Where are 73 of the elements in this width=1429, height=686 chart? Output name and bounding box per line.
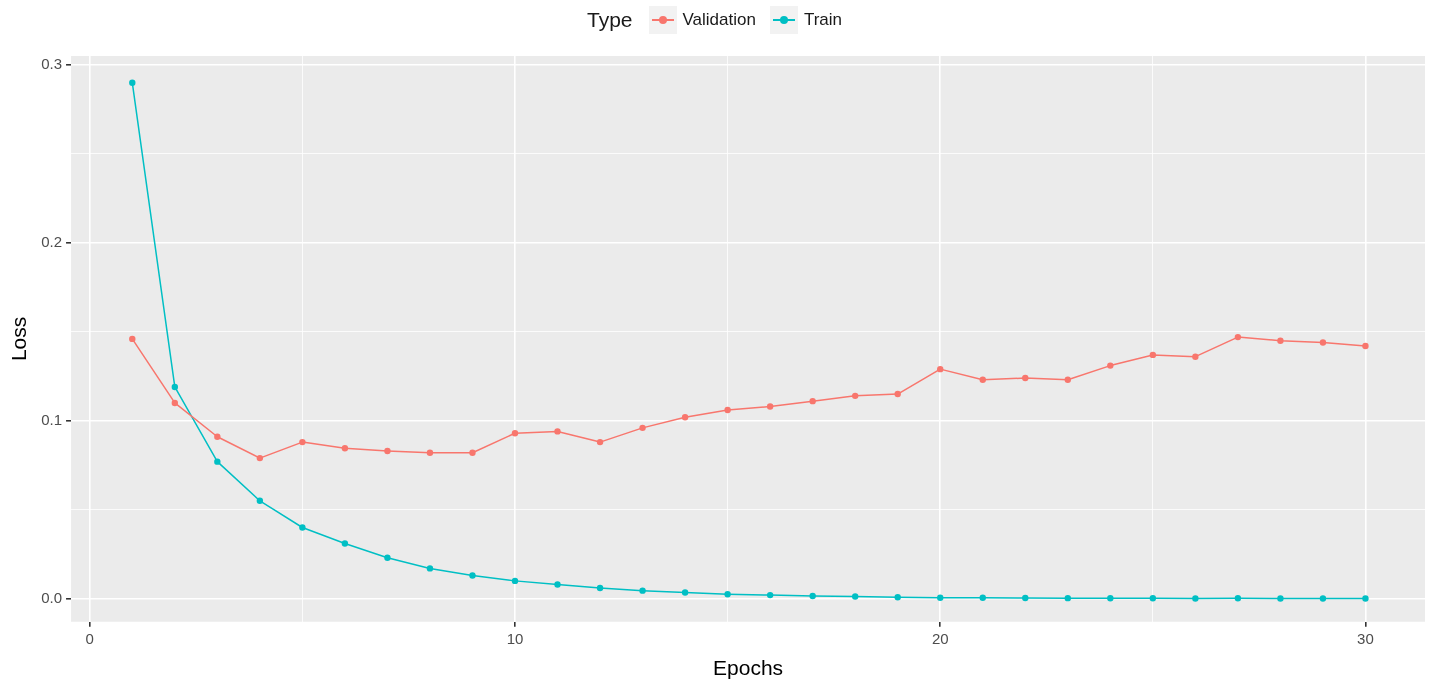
point: [554, 581, 561, 588]
point: [214, 458, 221, 465]
point: [1277, 595, 1284, 602]
point: [341, 445, 349, 452]
x-tick-label: 0: [85, 629, 94, 647]
point: [1064, 594, 1071, 602]
y-axis-title: Loss: [7, 316, 31, 362]
x-tick-label: 10: [506, 629, 524, 647]
text: 0.0: [41, 588, 63, 606]
point: [766, 591, 774, 599]
point: [1192, 595, 1199, 602]
point: [256, 454, 264, 462]
x-axis-title: Epochs: [713, 656, 784, 680]
point: [1319, 595, 1327, 602]
point: [596, 438, 604, 446]
point: [171, 399, 179, 407]
point: [1149, 351, 1157, 359]
point: [1362, 595, 1369, 602]
point: [979, 594, 986, 601]
legend-title: Type: [586, 8, 633, 32]
point: [426, 449, 434, 456]
point: [1362, 342, 1369, 350]
point: [214, 433, 221, 440]
point: [1022, 594, 1029, 602]
y-tick-label: 0.1: [41, 410, 63, 428]
y-tick-label: 0.3: [41, 55, 63, 73]
point: [724, 406, 731, 414]
point: [766, 403, 774, 410]
point: [1064, 376, 1071, 384]
point: [851, 392, 859, 400]
point: [809, 397, 816, 405]
legend-label: Train: [803, 10, 843, 30]
point: [979, 376, 986, 384]
point: [171, 383, 179, 391]
point: [639, 424, 646, 432]
point: [384, 447, 391, 455]
point: [554, 428, 561, 435]
point: [596, 584, 604, 592]
point: [129, 335, 136, 343]
point: [894, 390, 901, 398]
legend-label: Validation: [682, 10, 756, 30]
point: [469, 449, 476, 456]
point: [469, 572, 476, 579]
point: [894, 594, 901, 601]
point: [511, 430, 519, 437]
point: [724, 591, 731, 598]
point: [937, 365, 944, 373]
point: [681, 413, 689, 421]
point: [256, 497, 264, 505]
x-tick-label: 20: [931, 629, 949, 647]
point: [639, 587, 646, 594]
point: [341, 540, 349, 547]
point: [426, 565, 434, 572]
point: [129, 79, 136, 86]
point: [1234, 595, 1242, 602]
point: [1192, 353, 1199, 360]
point: [1107, 362, 1114, 369]
x-tick-label: 30: [1357, 629, 1374, 647]
point: [511, 577, 519, 585]
point: [809, 592, 816, 600]
point: [1234, 333, 1242, 341]
point: [299, 438, 306, 446]
point: [1277, 337, 1284, 344]
point: [937, 594, 944, 601]
point: [1107, 595, 1114, 602]
point: [1319, 339, 1327, 346]
point: [851, 593, 859, 600]
y-tick-label: 0.2: [41, 232, 63, 250]
point: [1022, 374, 1029, 382]
point: [681, 589, 689, 596]
point: [384, 554, 391, 561]
point: [299, 524, 306, 531]
point: [1149, 595, 1157, 602]
